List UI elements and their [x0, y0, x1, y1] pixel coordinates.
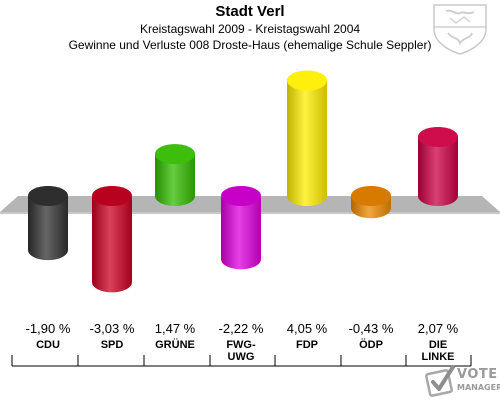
bar-5 [351, 186, 391, 219]
category-label-5: ÖDP [359, 338, 383, 351]
coat-of-arms-icon [433, 4, 487, 55]
category-label-4: FDP [296, 339, 318, 351]
bar-6 [418, 127, 458, 206]
value-label-5: -0,43 % [349, 321, 394, 336]
value-label-2: 1,47 % [155, 321, 196, 336]
ballot-check-icon [425, 365, 455, 397]
category-label-1: SPD [101, 339, 124, 351]
chart-subtitle: Kreistagswahl 2009 - Kreistagswahl 2004 [139, 22, 361, 36]
category-label-3: FWG- [226, 339, 256, 351]
bar-body-6 [418, 127, 458, 206]
brand-logo-text: VOTE [457, 367, 498, 382]
bar-cap-3 [221, 186, 261, 206]
category-label-6: LINKE [422, 351, 455, 363]
value-label-1: -3,03 % [90, 321, 135, 336]
bar-body-3 [221, 186, 261, 270]
value-label-6: 2,07 % [418, 321, 459, 336]
bar-cap-2 [155, 144, 195, 165]
category-label-0: CDU [36, 339, 60, 351]
category-label-2: GRÜNE [155, 338, 195, 351]
value-label-0: -1,90 % [26, 321, 71, 336]
category-label-6: DIE [429, 339, 447, 351]
bar-cap-4 [287, 70, 327, 91]
bar-body-4 [287, 70, 327, 206]
bar-body-1 [92, 186, 132, 293]
bar-3 [221, 186, 261, 270]
bar-cap-6 [418, 127, 458, 148]
chart-title: Stadt Verl [215, 3, 285, 20]
bar-0 [28, 186, 68, 261]
bar-1 [92, 186, 132, 293]
bar-cap-0 [28, 186, 68, 206]
bar-4 [287, 70, 327, 206]
bar-cap-5 [351, 186, 391, 206]
category-label-3: UWG [228, 351, 255, 363]
value-label-4: 4,05 % [287, 321, 328, 336]
chart-subtitle-detail: Gewinne und Verluste 008 Droste-Haus (eh… [68, 38, 432, 52]
value-label-3: -2,22 % [219, 321, 264, 336]
bar-cap-1 [92, 186, 132, 206]
brand-logo-subtext: MANAGER [457, 383, 500, 392]
bar-2 [155, 144, 195, 206]
